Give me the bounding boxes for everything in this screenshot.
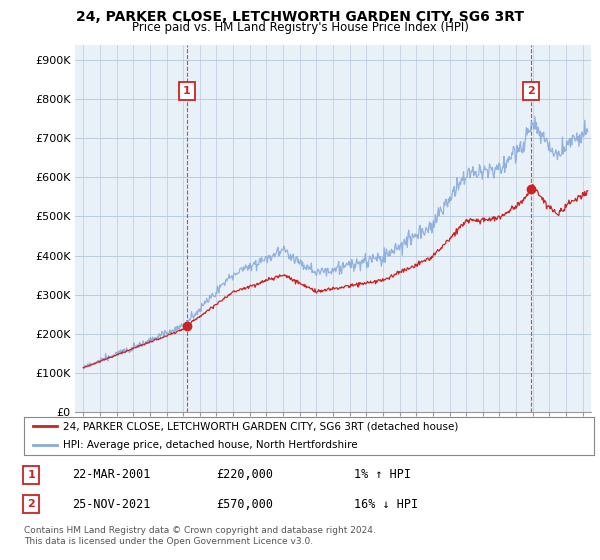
Text: 24, PARKER CLOSE, LETCHWORTH GARDEN CITY, SG6 3RT (detached house): 24, PARKER CLOSE, LETCHWORTH GARDEN CITY…: [63, 421, 458, 431]
Text: 2: 2: [527, 86, 535, 96]
Text: 22-MAR-2001: 22-MAR-2001: [72, 468, 151, 482]
Text: 1: 1: [28, 470, 35, 480]
Text: 1: 1: [183, 86, 191, 96]
Text: £220,000: £220,000: [216, 468, 273, 482]
Text: 24, PARKER CLOSE, LETCHWORTH GARDEN CITY, SG6 3RT: 24, PARKER CLOSE, LETCHWORTH GARDEN CITY…: [76, 10, 524, 24]
Text: 1% ↑ HPI: 1% ↑ HPI: [354, 468, 411, 482]
Text: Contains HM Land Registry data © Crown copyright and database right 2024.
This d: Contains HM Land Registry data © Crown c…: [24, 526, 376, 546]
Text: Price paid vs. HM Land Registry's House Price Index (HPI): Price paid vs. HM Land Registry's House …: [131, 21, 469, 34]
Text: £570,000: £570,000: [216, 497, 273, 511]
Text: HPI: Average price, detached house, North Hertfordshire: HPI: Average price, detached house, Nort…: [63, 440, 358, 450]
Text: 16% ↓ HPI: 16% ↓ HPI: [354, 497, 418, 511]
Text: 25-NOV-2021: 25-NOV-2021: [72, 497, 151, 511]
Text: 2: 2: [28, 499, 35, 509]
